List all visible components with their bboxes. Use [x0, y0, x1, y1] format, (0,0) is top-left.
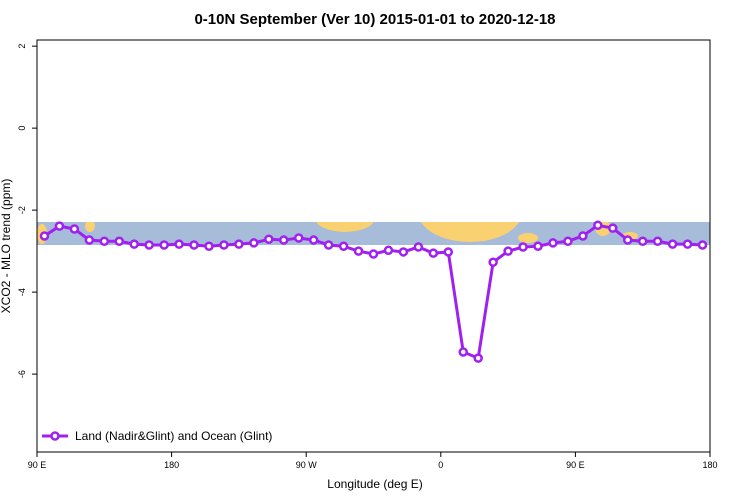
y-tick-label: -6	[17, 370, 27, 378]
x-tick-label: 0	[438, 460, 443, 470]
point	[159, 240, 169, 250]
legend-label: Land (Nadir&Glint) and Ocean (Glint)	[75, 429, 272, 443]
point	[637, 236, 648, 247]
point	[398, 247, 409, 257]
y-tick-label: 0	[17, 126, 27, 131]
point	[488, 257, 498, 267]
y-tick-label: 2	[17, 44, 27, 49]
point	[279, 235, 289, 245]
x-axis-label: Longitude (deg E)	[327, 477, 422, 491]
point	[114, 236, 125, 247]
legend-marker	[50, 431, 60, 441]
point	[293, 233, 304, 243]
plot-frame	[36, 39, 711, 453]
y-tick-label: -2	[17, 206, 27, 214]
point	[518, 242, 528, 252]
point	[219, 240, 229, 250]
point	[682, 239, 693, 249]
point	[428, 248, 439, 258]
x-tick-label: 180	[164, 460, 179, 470]
point	[697, 240, 708, 250]
point	[174, 239, 184, 249]
point	[593, 220, 603, 231]
x-tick-label: 90 E	[28, 460, 47, 470]
point	[54, 221, 65, 231]
point	[652, 236, 663, 247]
point	[667, 239, 678, 249]
series-line	[43, 223, 703, 361]
point	[69, 224, 80, 234]
point	[353, 246, 364, 256]
point	[264, 234, 274, 244]
point	[129, 239, 139, 249]
point	[308, 235, 319, 245]
point	[413, 242, 424, 252]
map-strip	[37, 222, 710, 245]
point	[204, 241, 214, 251]
point	[458, 347, 468, 357]
point	[338, 241, 349, 251]
point	[563, 236, 573, 247]
point	[39, 231, 50, 241]
point	[548, 238, 558, 248]
point	[234, 239, 244, 249]
y-tick-label: -4	[17, 288, 27, 296]
x-tick-label: 90 E	[566, 460, 585, 470]
x-tick-label: 180	[702, 460, 717, 470]
point	[443, 247, 454, 257]
chart-title: 0-10N September (Ver 10) 2015-01-01 to 2…	[194, 11, 555, 28]
point	[473, 353, 483, 363]
point	[189, 240, 199, 250]
x-tick-label: 90 W	[296, 460, 318, 470]
point	[578, 231, 588, 241]
point	[144, 240, 154, 250]
point	[503, 246, 513, 256]
point	[622, 235, 633, 245]
point	[99, 236, 110, 247]
point	[608, 223, 618, 233]
point	[533, 241, 543, 251]
point	[249, 238, 259, 248]
point	[84, 235, 95, 245]
point	[383, 245, 394, 256]
point	[323, 240, 334, 250]
y-axis-label: XCO2 - MLO trend (ppm)	[0, 179, 13, 314]
point	[368, 249, 379, 259]
